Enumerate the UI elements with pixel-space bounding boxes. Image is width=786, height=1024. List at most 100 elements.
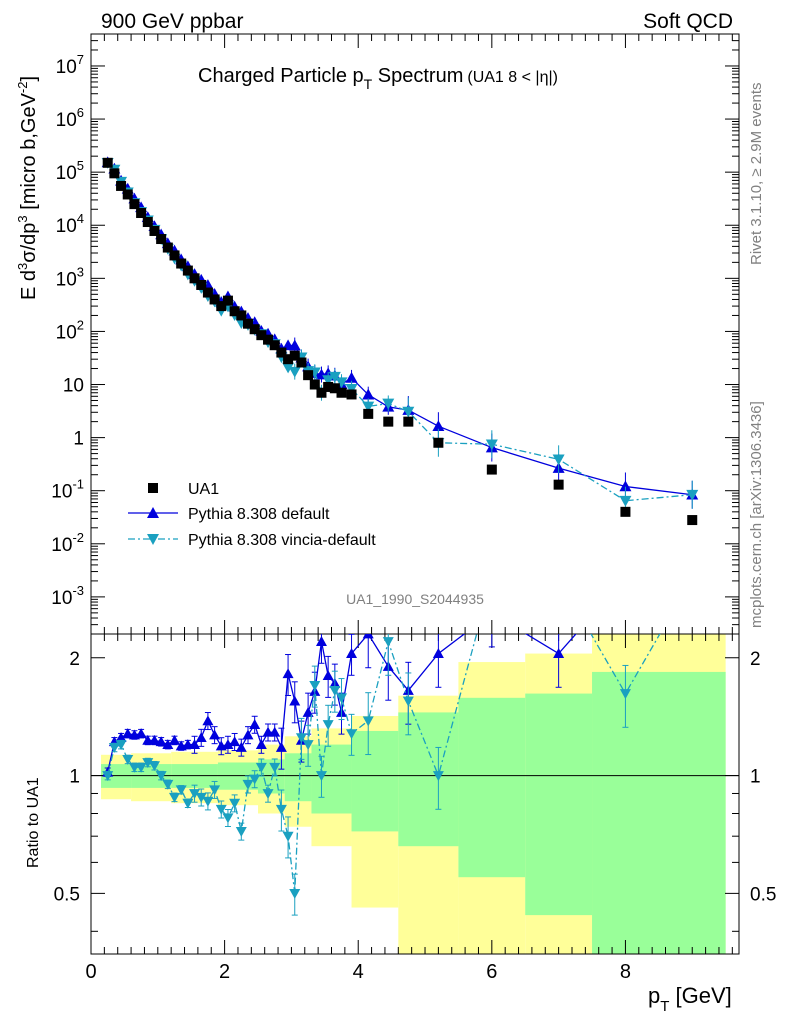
- y-tick-label: 10-1: [51, 477, 84, 503]
- default-ratio-marker: [432, 648, 444, 658]
- default-marker: [345, 371, 358, 383]
- data-point: [242, 318, 253, 329]
- data-point: [303, 370, 314, 381]
- vincia-ratio-marker: [155, 771, 167, 782]
- vincia-ratio-marker: [402, 696, 414, 707]
- data-point: [236, 310, 247, 321]
- data-point: [182, 265, 193, 276]
- data-point: [486, 464, 497, 475]
- chart-title-main: Charged Particle p: [198, 65, 364, 87]
- default-marker: [288, 339, 301, 351]
- default-ratio-marker: [209, 729, 221, 740]
- vincia-ratio-marker: [202, 796, 214, 807]
- x-tick-label: 8: [620, 961, 631, 983]
- data-point: [316, 387, 327, 398]
- vincia-ratio-marker: [432, 771, 444, 782]
- vincia-ratio-marker: [346, 729, 358, 740]
- vincia-marker: [335, 377, 348, 389]
- vincia-ratio-marker: [189, 789, 201, 799]
- chart-title-suffix: (UA1 8 < |η|): [467, 69, 558, 86]
- default-ratio-marker: [486, 608, 497, 618]
- default-ratio-marker: [222, 739, 234, 749]
- vincia-ratio-marker: [222, 813, 234, 824]
- y-tick-label: 103: [56, 264, 84, 290]
- data-point: [346, 389, 357, 400]
- default-ratio-marker: [155, 736, 167, 747]
- mcplots-label: mcplots.cern.ch [arXiv:1306.3436]: [748, 401, 765, 628]
- ratio-y-tick-label-right: 1: [750, 767, 761, 788]
- chart-title: Charged Particle pT Spectrum (UA1 8 < |η|…: [198, 65, 558, 92]
- y-tick-label: 104: [56, 211, 84, 237]
- rivet-label: Rivet 3.1.10, ≥ 2.9M events: [748, 83, 765, 266]
- default-ratio-marker: [195, 732, 207, 743]
- data-point: [687, 515, 698, 526]
- vincia-ratio-marker: [135, 762, 147, 773]
- y-tick-label: 102: [56, 317, 84, 343]
- default-ratio-marker: [269, 726, 281, 737]
- default-ratio-marker: [115, 732, 127, 743]
- default-ratio-marker: [169, 734, 181, 745]
- ratio-y-tick-label-right: 0.5: [750, 884, 776, 905]
- data-point: [222, 295, 233, 306]
- vincia-marker: [686, 489, 699, 501]
- default-ratio-marker: [302, 706, 314, 717]
- default-marker: [432, 420, 445, 432]
- default-ratio-marker: [122, 728, 134, 739]
- vincia-ratio-marker: [169, 792, 181, 803]
- vincia-ratio-marker: [302, 740, 314, 751]
- vincia-ratio-marker: [315, 771, 327, 782]
- data-point: [620, 506, 631, 517]
- data-point: [433, 437, 444, 448]
- vincia-ratio-marker: [262, 789, 274, 799]
- ratio-y-tick-label: 1: [69, 767, 80, 788]
- data-point: [209, 294, 220, 305]
- data-point: [162, 242, 173, 253]
- data-point: [323, 381, 334, 392]
- vincia-ratio-marker: [553, 573, 564, 583]
- default-ratio-marker: [620, 572, 631, 582]
- vincia-marker: [362, 401, 375, 413]
- legend-marker-default: [147, 507, 159, 518]
- ratio-y-axis-label: Ratio to UA1: [25, 777, 42, 868]
- vincia-marker: [345, 383, 358, 395]
- data-point: [363, 408, 374, 419]
- ratio-y-tick-label-right: 2: [750, 649, 761, 670]
- vincia-ratio-marker: [289, 888, 301, 899]
- vincia-ratio-marker: [242, 779, 254, 790]
- legend-entry: Pythia 8.308 default: [188, 506, 330, 523]
- data-point: [102, 157, 113, 168]
- vincia-ratio-marker: [687, 573, 698, 583]
- vincia-ratio-marker: [295, 733, 307, 744]
- vincia-ratio-marker: [269, 762, 281, 773]
- data-point: [283, 354, 294, 365]
- vincia-ratio-marker: [486, 573, 497, 583]
- default-ratio-marker: [315, 636, 327, 646]
- default-ratio-marker: [202, 715, 214, 726]
- data-point: [196, 279, 207, 290]
- band-inner: [525, 693, 593, 916]
- data-point: [553, 479, 564, 490]
- default-ratio-marker: [275, 741, 287, 752]
- default-ratio-marker: [242, 729, 254, 740]
- default-marker: [619, 480, 632, 492]
- band-inner: [284, 753, 312, 802]
- header-right: Soft QCD: [643, 10, 733, 33]
- legend-entry: UA1: [188, 481, 219, 498]
- vincia-marker: [322, 375, 335, 387]
- x-tick-label: 2: [219, 961, 230, 983]
- ratio-y-tick-label: 0.5: [54, 884, 80, 905]
- data-point: [296, 357, 307, 368]
- vincia-marker: [485, 439, 498, 451]
- data-point: [229, 306, 240, 317]
- vincia-ratio-marker: [619, 689, 631, 700]
- default-ratio-marker: [687, 572, 698, 582]
- data-point: [116, 180, 127, 191]
- vincia-ratio-marker: [255, 762, 267, 773]
- vincia-ratio-marker: [275, 804, 287, 815]
- default-ratio-marker: [189, 739, 201, 749]
- y-tick-label: 10-3: [51, 583, 84, 609]
- default-ratio-marker: [553, 648, 565, 658]
- band-inner: [592, 671, 726, 954]
- data-point: [329, 383, 340, 394]
